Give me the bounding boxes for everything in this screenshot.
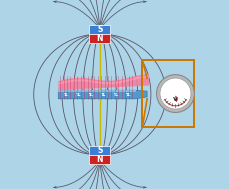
FancyBboxPatch shape [89, 146, 110, 155]
Polygon shape [58, 74, 148, 90]
Text: N: N [96, 155, 103, 164]
Circle shape [159, 78, 190, 109]
FancyBboxPatch shape [89, 34, 110, 43]
Polygon shape [58, 90, 135, 92]
Polygon shape [58, 76, 148, 85]
Text: V: V [172, 97, 177, 102]
FancyBboxPatch shape [89, 25, 110, 34]
Polygon shape [58, 90, 147, 99]
FancyBboxPatch shape [89, 155, 110, 164]
Text: N: N [96, 34, 103, 43]
Text: S: S [97, 25, 102, 34]
Circle shape [156, 75, 194, 112]
Text: S: S [97, 146, 102, 155]
